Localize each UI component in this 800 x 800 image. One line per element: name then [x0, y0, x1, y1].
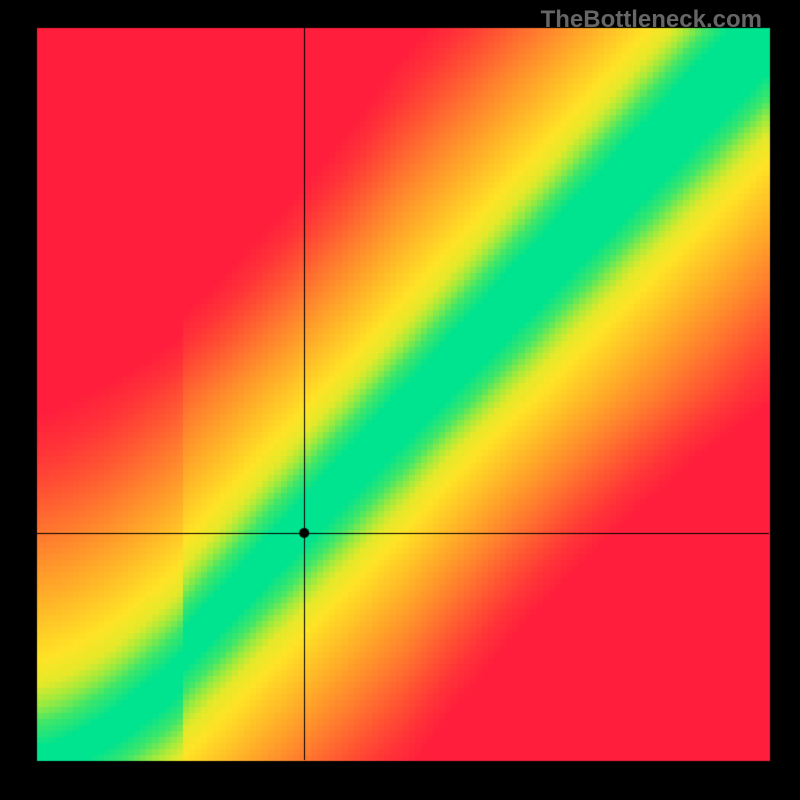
heatmap-canvas [0, 0, 800, 800]
watermark-text: TheBottleneck.com [541, 6, 762, 34]
chart-container: TheBottleneck.com [0, 0, 800, 800]
